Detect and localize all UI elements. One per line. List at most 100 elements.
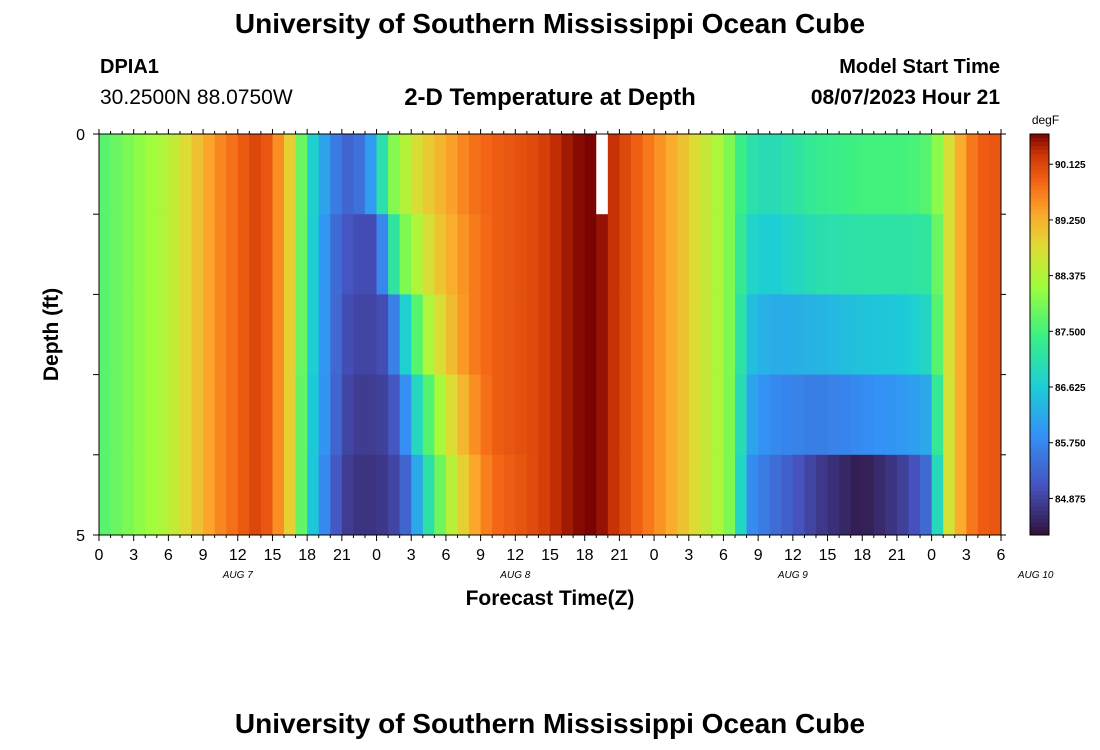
heatmap-cell [596, 214, 609, 295]
colorbar-segment [1030, 158, 1049, 163]
heatmap-cell [168, 374, 181, 456]
heatmap-cell [341, 454, 354, 536]
colorbar-segment [1030, 234, 1049, 239]
heatmap-cell [492, 134, 505, 215]
heatmap-cell [931, 374, 944, 456]
heatmap-cell [792, 374, 805, 456]
heatmap-cell [815, 374, 828, 456]
heatmap-cell [503, 454, 516, 536]
colorbar-segment [1030, 330, 1049, 335]
heatmap-cell [758, 214, 771, 295]
colorbar-segment [1030, 346, 1049, 352]
colorbar-segment [1030, 514, 1049, 520]
heatmap-cell [758, 374, 771, 456]
colorbar-segment [1030, 438, 1049, 444]
colorbar-segment [1030, 366, 1049, 372]
heatmap-cell [110, 214, 123, 295]
colorbar-segment [1030, 510, 1049, 516]
heatmap-cell [850, 294, 863, 375]
heatmap-cell [434, 214, 447, 295]
heatmap-cell [364, 134, 377, 215]
heatmap-cell [839, 374, 852, 456]
colorbar-segment [1030, 146, 1049, 151]
heatmap-cell [133, 214, 146, 295]
colorbar-segment [1030, 430, 1049, 436]
heatmap-cell [746, 374, 759, 456]
colorbar-segment [1030, 302, 1049, 307]
colorbar-segment [1030, 298, 1049, 303]
heatmap-cell [249, 374, 262, 456]
heatmap-cell [284, 374, 296, 456]
heatmap-cell [457, 134, 470, 215]
heatmap-cell [260, 214, 273, 295]
heatmap-cell [850, 134, 863, 215]
heatmap-cell [619, 294, 632, 375]
colorbar-segment [1030, 474, 1049, 480]
heatmap-cell [376, 134, 389, 215]
heatmap-cell [434, 294, 447, 375]
heatmap-cell [758, 294, 771, 375]
heatmap-cell [677, 214, 690, 295]
heatmap-cell [885, 134, 898, 215]
heatmap-cell [815, 294, 828, 375]
heatmap-cell [318, 374, 331, 456]
heatmap-cell [272, 294, 285, 375]
x-tick-label: 12 [784, 547, 802, 564]
colorbar-segment [1030, 478, 1049, 484]
heatmap-cell [422, 294, 435, 375]
heatmap-cell [954, 374, 967, 456]
heatmap-cell [723, 294, 736, 375]
colorbar-segment [1030, 406, 1049, 412]
x-tick-label: 6 [997, 547, 1006, 564]
heatmap-cell [850, 454, 863, 536]
heatmap-cell [711, 214, 724, 295]
heatmap-cell [503, 134, 516, 215]
colorbar-segment [1030, 370, 1049, 376]
heatmap-cell [688, 134, 701, 215]
heatmap-cell [480, 134, 493, 215]
colorbar-segment [1030, 446, 1049, 452]
heatmap-cell [214, 134, 227, 215]
heatmap-cell [792, 134, 805, 215]
heatmap-cell [931, 214, 944, 295]
heatmap-cell [191, 214, 204, 295]
heatmap-cell [191, 454, 204, 536]
heatmap-cell [931, 454, 944, 536]
heatmap-cell [966, 214, 979, 295]
heatmap-cell [677, 374, 690, 456]
x-tick-label: 3 [129, 547, 138, 564]
heatmap-cell [445, 214, 458, 295]
heatmap-cell [642, 214, 655, 295]
heatmap-cell [434, 454, 447, 536]
colorbar-segment [1030, 262, 1049, 267]
heatmap-cell [122, 294, 135, 375]
heatmap-cell [272, 134, 285, 215]
heatmap-cell [353, 134, 366, 215]
heatmap-cell [619, 454, 632, 536]
colorbar-segment [1030, 286, 1049, 291]
heatmap-cell [307, 294, 320, 375]
heatmap-cell [353, 294, 366, 375]
colorbar-segment [1030, 206, 1049, 211]
heatmap-cell [179, 454, 192, 536]
heatmap-cell [619, 374, 632, 456]
heatmap-cell [353, 374, 366, 456]
heatmap-cell [630, 294, 643, 375]
heatmap-cell [989, 374, 1002, 456]
x-axis-title: Forecast Time(Z) [466, 587, 635, 610]
heatmap-cell [249, 454, 262, 536]
heatmap-cell [781, 134, 794, 215]
heatmap-cell [804, 374, 817, 456]
date-label: AUG 8 [499, 570, 530, 581]
heatmap-cell [677, 134, 690, 215]
date-label: AUG 7 [222, 570, 253, 581]
station-coordinates: 30.2500N 88.0750W [100, 86, 293, 109]
colorbar-segment [1030, 322, 1049, 327]
heatmap-cell [110, 374, 123, 456]
colorbar-segment [1030, 382, 1049, 388]
heatmap-cell [110, 294, 123, 375]
heatmap-cell [862, 294, 875, 375]
heatmap-cell [122, 134, 135, 215]
heatmap-cell [480, 374, 493, 456]
x-tick-label: 3 [684, 547, 693, 564]
